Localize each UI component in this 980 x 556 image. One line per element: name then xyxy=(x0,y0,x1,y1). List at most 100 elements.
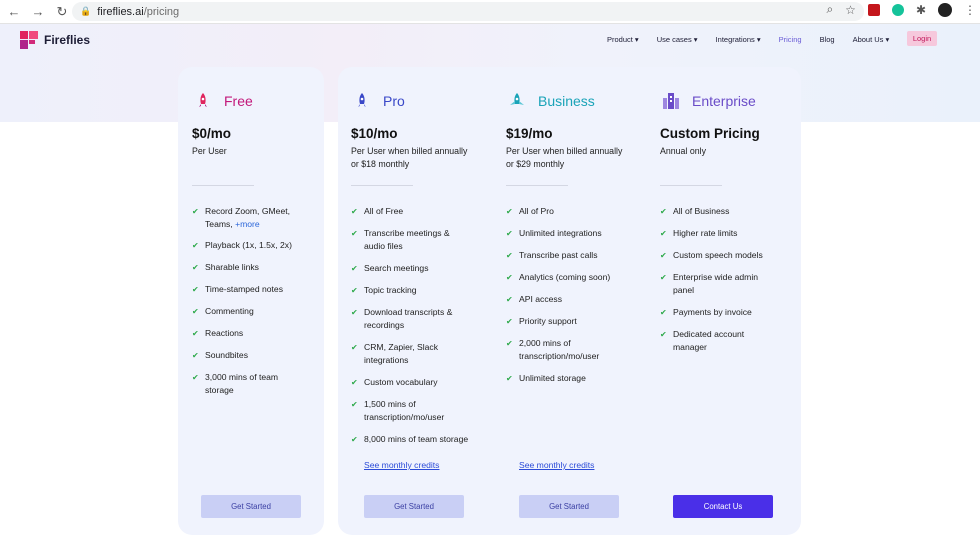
nav-use-cases[interactable]: Use cases ▾ xyxy=(656,35,698,44)
logo[interactable]: Fireflies xyxy=(20,31,90,49)
check-icon: ✔ xyxy=(660,308,667,317)
check-icon: ✔ xyxy=(506,207,513,216)
logo-text: Fireflies xyxy=(44,33,91,47)
plan-price: Custom Pricing xyxy=(660,126,760,141)
nav-blog[interactable]: Blog xyxy=(819,35,835,44)
plan-price-note: Per User when billed annually or $18 mon… xyxy=(351,146,468,169)
check-icon: ✔ xyxy=(192,207,199,216)
check-icon: ✔ xyxy=(506,339,513,348)
divider xyxy=(351,185,413,186)
nav-about-us[interactable]: About Us ▾ xyxy=(852,35,890,44)
address-bar[interactable]: 🔒 fireflies.ai/pricing xyxy=(72,2,864,21)
plan-price: $0/mo xyxy=(192,126,232,141)
search-icon[interactable]: ⌕ xyxy=(826,2,834,16)
plan-price: $19/mo xyxy=(506,126,553,141)
check-icon: ✔ xyxy=(192,241,199,250)
feature-item: ✔ All of Business xyxy=(660,206,730,216)
feature-item: ✔ All of Free xyxy=(351,206,404,216)
feature-item: ✔ Unlimited integrations xyxy=(506,228,602,238)
feature-item: ✔ 1,500 mins of transcription/mo/user xyxy=(351,399,445,422)
get-started-business-button[interactable]: Get Started xyxy=(519,495,619,518)
extensions-puzzle-icon[interactable]: ✱ xyxy=(915,2,926,17)
plan-price-note: Per User when billed annually or $29 mon… xyxy=(506,146,623,169)
check-icon: ✔ xyxy=(192,329,199,338)
nav-integrations[interactable]: Integrations ▾ xyxy=(715,35,761,44)
check-icon: ✔ xyxy=(351,400,358,409)
check-icon: ✔ xyxy=(192,285,199,294)
check-icon: ✔ xyxy=(506,273,513,282)
feature-item: ✔ Analytics (coming soon) xyxy=(506,272,611,282)
login-button[interactable]: Login xyxy=(907,31,937,46)
feature-item: ✔ All of Pro xyxy=(506,206,554,216)
check-icon: ✔ xyxy=(660,207,667,216)
feature-item: ✔ Topic tracking xyxy=(351,285,417,295)
check-icon: ✔ xyxy=(351,378,358,387)
see-monthly-credits-link-pro[interactable]: See monthly credits xyxy=(364,460,440,470)
reload-icon[interactable]: ↻ xyxy=(56,3,68,19)
url-host: fireflies.ai xyxy=(97,5,144,18)
see-monthly-credits-link-business[interactable]: See monthly credits xyxy=(519,460,595,470)
grammarly-icon[interactable] xyxy=(891,3,904,16)
plan-price: $10/mo xyxy=(351,126,398,141)
check-icon: ✔ xyxy=(351,207,358,216)
feature-item: ✔ 8,000 mins of team storage xyxy=(351,434,469,444)
browser-menu-icon[interactable]: ⋮ xyxy=(964,2,976,17)
plan-name: Enterprise xyxy=(692,93,756,109)
feature-item: ✔ API access xyxy=(506,294,562,304)
more-link[interactable]: +more xyxy=(235,219,260,229)
feature-list-enterprise: ✔ All of Business ✔ Higher rate limits ✔ Cu… xyxy=(660,205,780,354)
extension-red-icon[interactable] xyxy=(867,3,880,16)
url-path: /pricing xyxy=(143,5,180,18)
feature-item: ✔ Enterprise wide admin panel xyxy=(660,272,759,295)
check-icon: ✔ xyxy=(192,373,199,382)
get-started-free-button[interactable]: Get Started xyxy=(201,495,301,518)
feature-item: ✔ Soundbites xyxy=(192,350,249,360)
feature-item: ✔ Playback (1x, 1.5x, 2x) xyxy=(192,240,292,250)
check-icon: ✔ xyxy=(192,351,199,360)
feature-item: ✔ Search meetings xyxy=(351,263,429,273)
check-icon: ✔ xyxy=(351,229,358,238)
feature-item: ✔ Custom speech models xyxy=(660,250,763,260)
feature-item: ✔ Higher rate limits xyxy=(660,228,738,238)
check-icon: ✔ xyxy=(351,286,358,295)
check-icon: ✔ xyxy=(660,251,667,260)
check-icon: ✔ xyxy=(192,263,199,272)
feature-item: ✔ Record Zoom, GMeet, Teams, +more xyxy=(192,206,291,229)
check-icon: ✔ xyxy=(506,295,513,304)
check-icon: ✔ xyxy=(506,317,513,326)
feature-item: ✔ CRM, Zapier, Slack integrations xyxy=(351,342,439,365)
nav-pricing[interactable]: Pricing xyxy=(778,35,802,44)
feature-item: ✔ Sharable links xyxy=(192,262,259,272)
profile-avatar[interactable] xyxy=(938,2,952,17)
feature-item: ✔ Reactions xyxy=(192,328,244,338)
forward-icon[interactable]: → xyxy=(31,4,45,19)
divider xyxy=(192,185,254,186)
plan-name: Pro xyxy=(383,93,405,109)
feature-item: ✔ Time-stamped notes xyxy=(192,284,284,294)
bookmark-star-icon[interactable]: ☆ xyxy=(845,2,856,17)
get-started-pro-button[interactable]: Get Started xyxy=(364,495,464,518)
contact-us-button[interactable]: Contact Us xyxy=(673,495,773,518)
main-nav: Product ▾ Use cases ▾ Integrations ▾ Pri… xyxy=(607,35,889,44)
building-icon xyxy=(660,90,682,112)
feature-item: ✔ Transcribe meetings & audio files xyxy=(351,228,450,251)
feature-list-free: ✔ Record Zoom, GMeet, Teams, +more ✔ Playb… xyxy=(192,205,312,397)
feature-item: ✔ 2,000 mins of transcription/mo/user xyxy=(506,338,600,361)
check-icon: ✔ xyxy=(660,273,667,282)
feature-list-pro: ✔ All of Free ✔ Transcribe meetings & audi… xyxy=(351,205,473,446)
check-icon: ✔ xyxy=(506,374,513,383)
check-icon: ✔ xyxy=(351,435,358,444)
back-icon[interactable]: ← xyxy=(7,4,21,19)
plan-business: Business $19/mo Per User when billed ann… xyxy=(506,88,656,171)
check-icon: ✔ xyxy=(506,229,513,238)
divider xyxy=(506,185,568,186)
nav-product[interactable]: Product ▾ xyxy=(607,35,639,44)
plan-price-note: Per User xyxy=(192,146,227,156)
plan-enterprise: Enterprise Custom Pricing Annual only xyxy=(660,88,810,171)
feature-item: ✔ Custom vocabulary xyxy=(351,377,438,387)
feature-item: ✔ Priority support xyxy=(506,316,577,326)
feature-item: ✔ Transcribe past calls xyxy=(506,250,598,260)
feature-item: ✔ Download transcripts & recordings xyxy=(351,307,453,330)
check-icon: ✔ xyxy=(351,264,358,273)
paid-plans-card xyxy=(338,67,801,535)
